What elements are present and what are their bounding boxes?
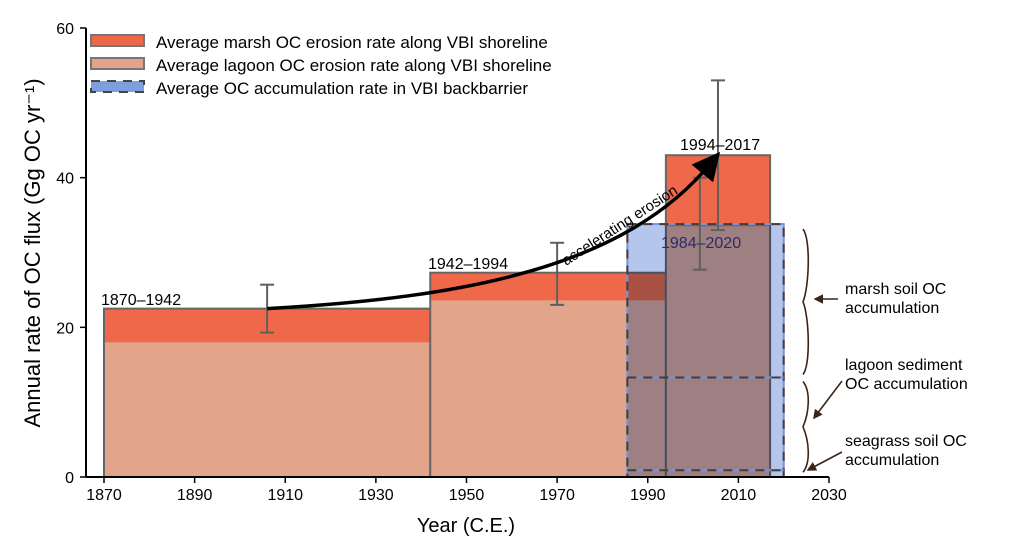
x-tick-label-1970: 1970 [539,487,575,504]
legend-label-accumulation: Average OC accumulation rate in VBI back… [156,79,528,98]
legend-swatch-marsh [90,34,145,47]
arrow-seagrass [806,451,843,471]
y-tick-label-20: 20 [56,320,74,337]
x-tick-label-1990: 1990 [630,487,666,504]
legend-swatch-lagoon [90,57,145,70]
lagoon-erosion-bar-1 [104,342,431,477]
accumulation-period-label: 1984–2020 [661,235,741,252]
x-tick-label-1930: 1930 [358,487,394,504]
period-label-1: 1870–1942 [101,292,181,309]
period-label-2: 1942–1994 [428,256,508,273]
arrow-lagoon [813,380,843,420]
x-axis-label: Year (C.E.) [417,515,515,537]
component-label-marsh: marsh soil OC accumulation [845,281,946,317]
x-tick-label-1910: 1910 [267,487,303,504]
accelerating-erosion-arrow [267,151,721,311]
y-tick-label-40: 40 [56,171,74,188]
accumulation-bar [627,224,784,477]
legend-label-lagoon: Average lagoon OC erosion rate along VBI… [156,56,552,75]
x-tick-label-1950: 1950 [449,487,485,504]
x-tick-label-2030: 2030 [811,487,847,504]
brace-marsh [802,228,810,375]
x-tick-label-1890: 1890 [177,487,213,504]
brace-lagoon [802,380,810,473]
legend-swatch-accumulation [90,80,145,93]
y-axis-label: Annual rate of OC flux (Gg OC yr⁻¹) [20,78,45,427]
legend-label-marsh: Average marsh OC erosion rate along VBI … [156,33,548,52]
y-tick-label-60: 60 [56,21,74,38]
x-tick-label-2010: 2010 [721,487,757,504]
x-tick-label-1870: 1870 [86,487,122,504]
component-label-seagrass: seagrass soil OC accumulation [845,433,967,469]
component-label-lagoon: lagoon sediment OC accumulation [845,357,968,393]
period-label-3: 1994–2017 [680,137,760,154]
y-tick-label-0: 0 [65,470,74,487]
